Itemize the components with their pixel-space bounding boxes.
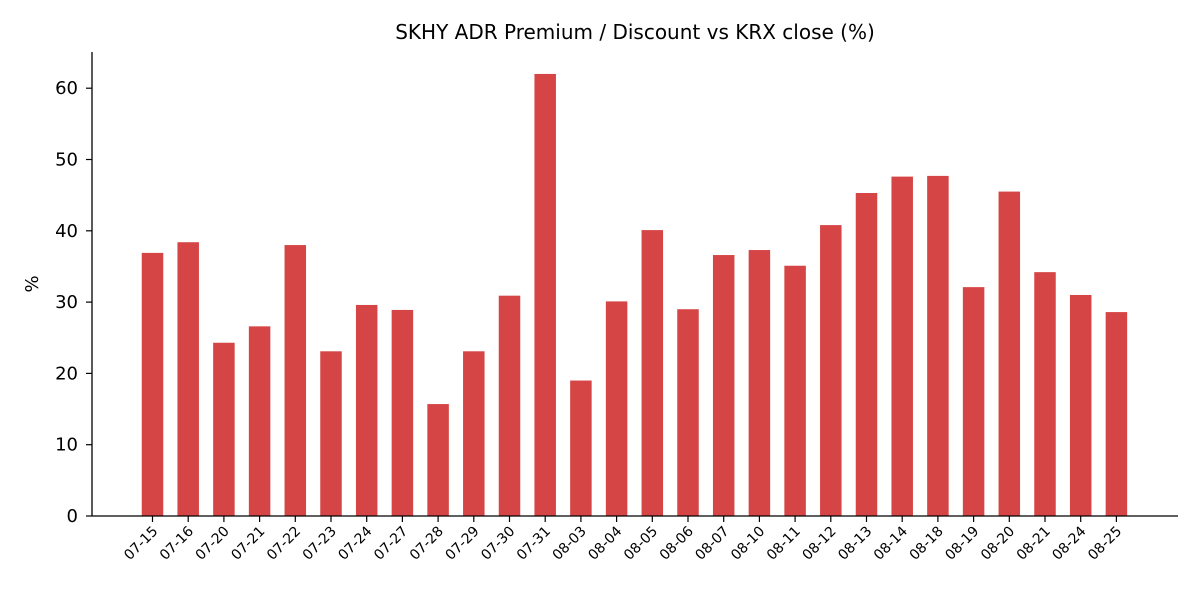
x-tick-label: 08-24 [1049, 523, 1089, 563]
y-tick-label: 60 [55, 78, 78, 99]
x-tick-label: 08-18 [907, 524, 947, 564]
x-tick-label: 08-10 [728, 524, 768, 564]
x-tick-label: 08-05 [621, 524, 661, 564]
x-tick-label: 08-25 [1085, 524, 1125, 564]
bar-07-22 [284, 245, 307, 516]
bar-08-20 [998, 191, 1021, 516]
x-axis-ticks: 07-1507-1607-2007-2107-2207-2307-2407-27… [121, 516, 1125, 564]
y-tick-label: 40 [55, 221, 78, 242]
x-tick-label: 07-22 [264, 524, 304, 564]
y-tick-label: 10 [55, 435, 78, 456]
y-axis-ticks: 0 10 20 30 40 50 60 [55, 78, 92, 527]
x-tick-label: 08-11 [764, 524, 804, 564]
bar-07-23 [320, 351, 342, 516]
bar-08-03 [570, 380, 592, 516]
bar-08-18 [927, 175, 949, 516]
x-tick-label: 08-04 [585, 523, 625, 563]
x-tick-label: 07-27 [371, 524, 411, 564]
bar-07-16 [177, 242, 199, 516]
y-tick-label: 30 [55, 292, 78, 313]
bar-08-25 [1105, 312, 1128, 516]
bar-08-12 [820, 225, 842, 516]
bar-07-21 [248, 326, 271, 516]
bar-07-31 [534, 73, 556, 516]
x-tick-label: 07-30 [478, 524, 518, 564]
x-tick-label: 07-16 [157, 523, 197, 563]
bar-08-24 [1069, 294, 1092, 516]
x-tick-label: 07-31 [514, 524, 554, 564]
bar-08-13 [855, 193, 878, 516]
y-tick-label: 20 [55, 363, 78, 384]
bar-07-30 [498, 295, 521, 516]
x-tick-label: 07-15 [121, 524, 161, 564]
x-tick-label: 08-13 [835, 524, 875, 564]
x-tick-label: 07-24 [335, 523, 375, 563]
bar-08-21 [1034, 272, 1056, 516]
bar-08-14 [891, 176, 913, 517]
y-tick-label: 50 [55, 150, 78, 171]
bar-08-05 [641, 230, 664, 516]
bar-07-20 [213, 342, 235, 516]
bar-07-28 [427, 404, 449, 516]
bars-group [141, 73, 1128, 517]
x-tick-label: 07-28 [407, 524, 447, 564]
x-tick-label: 08-19 [942, 524, 982, 564]
bar-07-27 [391, 309, 414, 516]
x-tick-label: 08-20 [978, 524, 1018, 564]
x-tick-label: 07-23 [300, 524, 340, 564]
x-tick-label: 07-29 [443, 524, 483, 564]
bar-08-11 [784, 265, 806, 516]
x-tick-label: 08-21 [1014, 524, 1054, 564]
bar-08-04 [605, 301, 628, 516]
bar-08-19 [962, 287, 985, 516]
x-tick-label: 08-07 [692, 524, 732, 564]
bar-07-15 [141, 252, 164, 516]
x-tick-label: 08-03 [550, 524, 590, 564]
bar-08-07 [712, 255, 735, 517]
bar-07-29 [463, 351, 485, 516]
x-tick-label: 08-14 [871, 523, 911, 563]
bar-07-24 [355, 304, 378, 516]
bar-08-06 [677, 309, 699, 516]
x-tick-label: 08-12 [800, 524, 840, 564]
y-axis-label: % [22, 275, 43, 292]
x-tick-label: 07-21 [228, 524, 268, 564]
bar-08-10 [748, 250, 771, 517]
x-tick-label: 07-20 [193, 524, 233, 564]
x-tick-label: 08-06 [657, 523, 697, 563]
chart-title: SKHY ADR Premium / Discount vs KRX close… [395, 20, 875, 44]
y-tick-label: 0 [67, 506, 78, 527]
